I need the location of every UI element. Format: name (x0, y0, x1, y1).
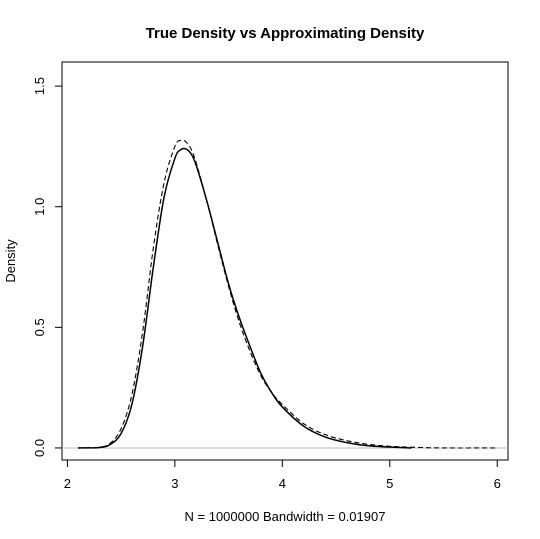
solid-density-line (78, 147, 412, 449)
chart-title: True Density vs Approximating Density (146, 25, 425, 42)
series-group (78, 139, 498, 449)
dashed-density-line (78, 139, 498, 449)
x-axis: 2 3 4 5 6 (64, 459, 501, 491)
x-axis-label: N = 1000000 Bandwidth = 0.01907 (185, 509, 386, 524)
x-tick-label: 2 (64, 476, 71, 491)
y-tick-label: 1.0 (32, 198, 47, 216)
y-tick-label: 1.5 (32, 77, 47, 95)
y-tick-label: 0.0 (32, 439, 47, 457)
y-tick-label: 0.5 (32, 318, 47, 336)
y-axis-label: Density (3, 239, 18, 283)
x-tick-label: 5 (386, 476, 393, 491)
x-tick-label: 6 (494, 476, 501, 491)
plot-frame (61, 61, 509, 461)
x-tick-label: 3 (171, 476, 178, 491)
y-axis: 0.0 0.5 1.0 1.5 (32, 77, 63, 457)
x-tick-label: 4 (279, 476, 286, 491)
